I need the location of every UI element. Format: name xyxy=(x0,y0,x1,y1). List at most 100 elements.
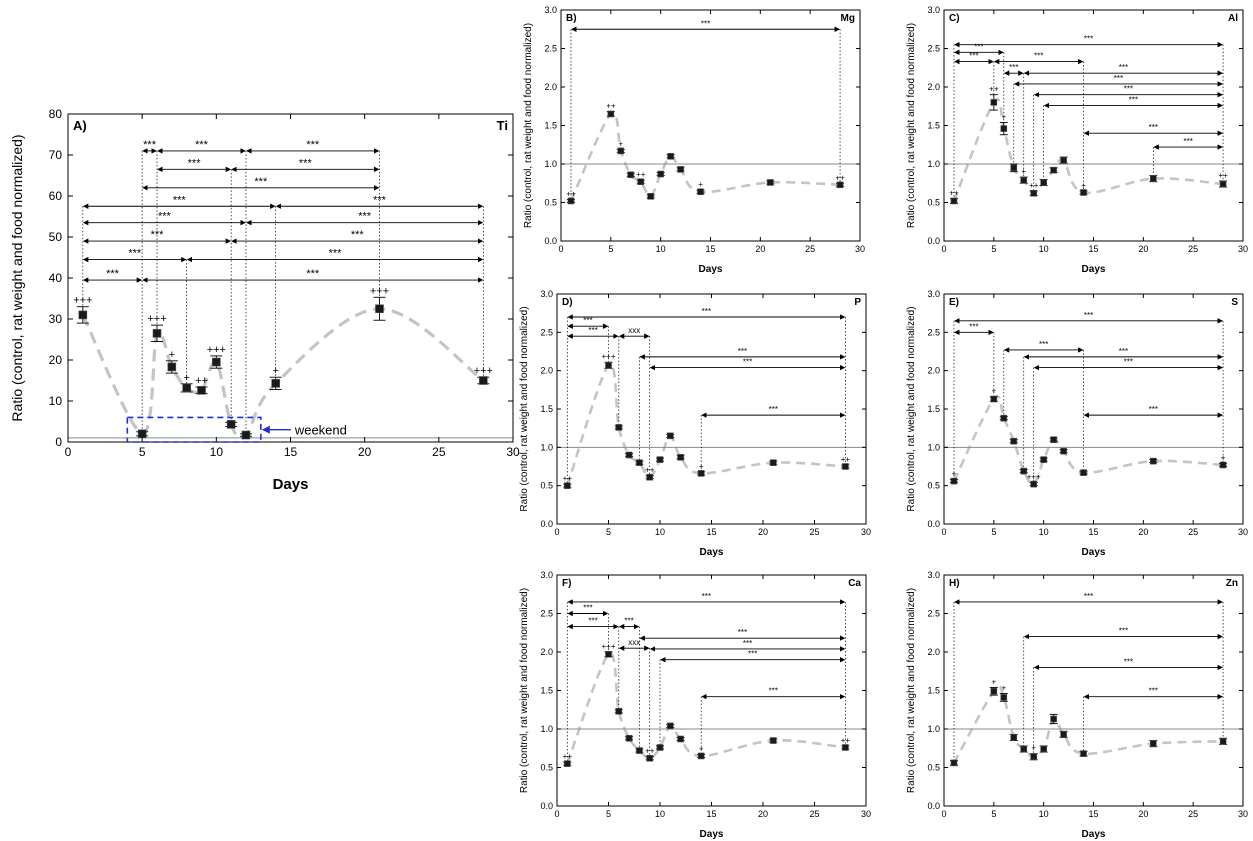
y-tick-label: 0.0 xyxy=(927,519,940,529)
trend-curve xyxy=(566,652,846,765)
data-point xyxy=(1150,457,1157,465)
y-tick-label: 0 xyxy=(55,435,62,449)
x-tick-label: 30 xyxy=(1238,244,1248,254)
point-significance: + xyxy=(1221,453,1226,462)
bracket-label: *** xyxy=(373,194,387,206)
bracket-label: *** xyxy=(1034,52,1043,61)
y-tick-label: 0.0 xyxy=(927,801,940,811)
panel-label: H) xyxy=(949,578,960,589)
data-point xyxy=(656,744,664,751)
x-tick-label: 10 xyxy=(1039,244,1049,254)
y-tick-label: 50 xyxy=(49,230,63,244)
y-tick-label: 0.5 xyxy=(540,763,553,773)
data-point xyxy=(197,386,206,395)
element-label: Ca xyxy=(848,578,861,589)
bracket-label: *** xyxy=(1129,95,1138,104)
data-point xyxy=(990,395,998,403)
data-point xyxy=(615,424,623,431)
point-significance: + xyxy=(1021,167,1026,176)
x-tick-label: 0 xyxy=(558,244,563,254)
bracket-label: *** xyxy=(702,307,711,316)
point-significance: ++ xyxy=(645,747,655,756)
y-tick-label: 2.0 xyxy=(927,366,940,376)
point-significance: ++ xyxy=(606,102,616,111)
plot-frame xyxy=(556,293,867,525)
data-point xyxy=(563,482,571,489)
bracket-label: *** xyxy=(1124,358,1133,367)
data-point xyxy=(167,362,177,372)
data-point xyxy=(950,477,958,485)
data-point xyxy=(1150,175,1157,182)
bracket-label: *** xyxy=(1119,627,1128,636)
weekend-box xyxy=(126,416,262,443)
bracket-label: *** xyxy=(195,139,209,151)
x-tick-label: 30 xyxy=(1238,809,1248,819)
point-significance: ++ xyxy=(645,466,655,475)
bracket-label: *** xyxy=(173,194,187,206)
bracket-label: *** xyxy=(151,229,165,241)
y-tick-label: 2.0 xyxy=(544,82,557,92)
y-axis-label: Ratio (control, rat weight and food norm… xyxy=(519,306,530,511)
y-tick-label: 0.0 xyxy=(540,801,553,811)
x-tick-label: 0 xyxy=(941,244,946,254)
x-tick-label: 0 xyxy=(554,527,559,537)
data-point xyxy=(1030,189,1037,197)
data-point xyxy=(766,179,774,186)
x-tick-label: 5 xyxy=(606,527,611,537)
data-point xyxy=(1000,125,1008,132)
element-label: Mg xyxy=(841,13,855,24)
point-significance: + xyxy=(991,677,996,686)
data-point xyxy=(375,304,384,314)
trend-curve xyxy=(569,111,841,202)
y-tick-label: 1.0 xyxy=(927,724,940,734)
x-tick-label: 20 xyxy=(358,445,372,459)
panel-label: D) xyxy=(562,297,573,308)
bracket-label: *** xyxy=(188,157,202,169)
data-point xyxy=(1000,414,1008,422)
data-point xyxy=(677,735,684,743)
y-tick-label: 0.5 xyxy=(540,481,553,491)
bracket-label: *** xyxy=(1149,687,1158,696)
point-significance: +++ xyxy=(370,285,389,297)
data-point xyxy=(605,361,612,369)
panel-label: E) xyxy=(949,297,959,308)
panel-label: F) xyxy=(562,578,571,589)
bracket-label: *** xyxy=(158,211,172,223)
point-significance: + xyxy=(1081,181,1086,190)
y-axis-label: Ratio (control, rat weight and food norm… xyxy=(906,588,917,793)
bracket-label: *** xyxy=(624,617,633,626)
element-label: Ti xyxy=(497,118,508,133)
data-point xyxy=(1020,176,1028,184)
bracket-label: *** xyxy=(254,176,268,188)
bracket-label: *** xyxy=(738,628,747,637)
data-point xyxy=(1060,447,1067,455)
data-point xyxy=(182,383,191,393)
bracket-label: *** xyxy=(1184,137,1193,146)
bracket-label: *** xyxy=(1149,405,1158,414)
bracket-label: *** xyxy=(738,347,747,356)
point-significance: + xyxy=(698,180,703,189)
bracket-label: *** xyxy=(1124,85,1133,94)
data-point xyxy=(637,178,645,186)
data-point xyxy=(1080,189,1087,196)
x-tick-label: 20 xyxy=(755,244,765,254)
point-significance: ++ xyxy=(1029,181,1039,190)
point-significance: ++ xyxy=(835,173,845,182)
bracket-label: *** xyxy=(583,316,592,325)
bracket-label: *** xyxy=(143,139,157,151)
panel-a: *** *** ****** ********* ****** ****** ****** *… xyxy=(9,107,520,493)
y-tick-label: 1.0 xyxy=(927,159,940,169)
bracket-label: *** xyxy=(1114,74,1123,83)
plot-frame xyxy=(67,113,514,443)
point-significance: ++ xyxy=(195,375,208,387)
x-tick-label: 25 xyxy=(432,445,446,459)
x-tick-label: 15 xyxy=(706,809,716,819)
data-point xyxy=(677,166,684,173)
x-tick-label: 5 xyxy=(991,244,996,254)
point-significance: ++ xyxy=(949,189,959,198)
element-label: P xyxy=(854,297,861,308)
trend-curve xyxy=(952,685,1224,764)
point-significance: ++ xyxy=(841,736,851,745)
data-point xyxy=(625,734,633,742)
bracket-label: xxx xyxy=(628,638,640,647)
